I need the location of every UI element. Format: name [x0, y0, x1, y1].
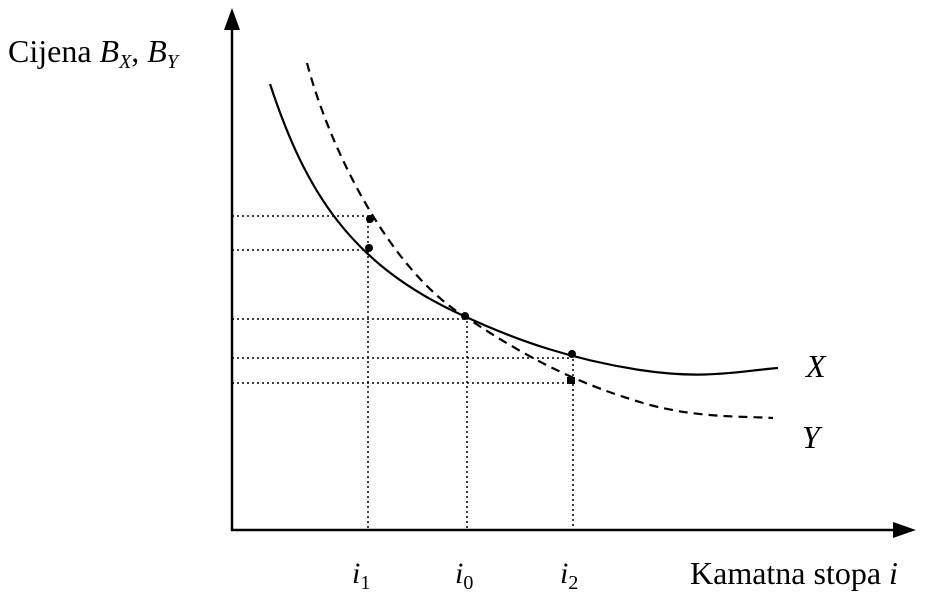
y-axis-b1-sub: X [118, 51, 132, 73]
tick-label-i2: i2 [560, 557, 578, 594]
point-intersection-i0 [461, 312, 469, 320]
point-x-at-i2 [568, 350, 576, 358]
x-axis-title: Kamatna stopa i [690, 555, 898, 591]
x-axis-arrow-icon [893, 522, 916, 538]
y-axis-arrow-icon [224, 8, 240, 30]
y-axis-sep: , [131, 33, 147, 69]
curve-x-label: X [804, 348, 827, 384]
y-axis-title-prefix: Cijena [8, 33, 100, 69]
point-y-at-i2 [567, 377, 575, 384]
tick-i0-sub: 0 [463, 572, 473, 594]
point-x-at-i1 [365, 244, 373, 252]
curve-y [305, 62, 774, 420]
tick-i2-var: i [560, 557, 568, 590]
tick-label-i0: i0 [455, 557, 473, 594]
tick-label-i1: i1 [352, 557, 370, 594]
marked-points [365, 215, 576, 384]
curve-y-label: Y [802, 419, 823, 455]
tick-i1-var: i [352, 557, 360, 590]
y-axis-b1: B [100, 33, 120, 69]
y-axis-b2-sub: Y [167, 51, 180, 73]
tick-i2-sub: 2 [568, 572, 578, 594]
axes [230, 28, 902, 532]
curve-x [268, 83, 779, 376]
point-y-at-i1 [366, 215, 374, 223]
x-axis-title-var: i [889, 555, 898, 591]
tick-i0-var: i [455, 557, 463, 590]
x-axis-title-prefix: Kamatna stopa [690, 555, 889, 591]
y-axis-b2: B [147, 33, 167, 69]
tick-i1-sub: 1 [360, 572, 370, 594]
guide-lines [232, 215, 574, 530]
y-axis-title: Cijena BX, BY [8, 33, 180, 73]
